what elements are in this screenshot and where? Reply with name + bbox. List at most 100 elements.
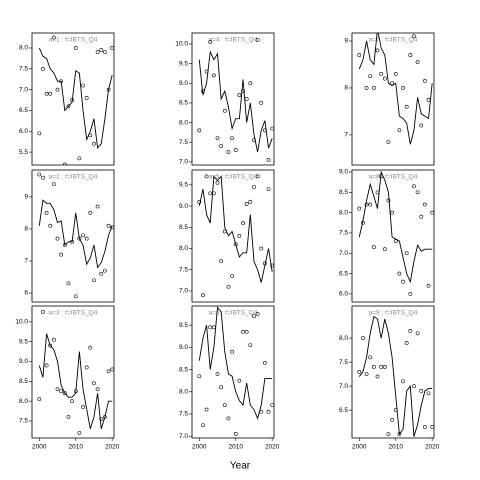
data-point: [386, 432, 391, 437]
fit-line: [38, 47, 113, 149]
data-point: [51, 182, 56, 186]
fit-line: [38, 199, 113, 269]
data-point: [222, 403, 227, 408]
y-tick-label: 7.5: [179, 139, 188, 146]
data-point: [226, 150, 231, 154]
y-tick-label: 7.5: [179, 411, 188, 418]
y-tick-label: 9.0: [339, 169, 348, 176]
x-tick-label: 2000: [32, 444, 47, 451]
y-tick-label: 5.5: [19, 149, 28, 156]
fit-line: [358, 33, 433, 145]
data-point: [390, 417, 394, 422]
data-point: [408, 291, 413, 296]
data-point: [48, 91, 53, 96]
data-point: [230, 274, 234, 279]
data-point: [215, 136, 220, 141]
data-point: [44, 91, 49, 96]
data-point: [219, 385, 224, 390]
y-tick-label: 8.5: [179, 224, 188, 231]
data-point: [415, 190, 420, 195]
data-point: [92, 381, 96, 386]
data-point: [368, 355, 373, 360]
data-point: [197, 128, 202, 133]
y-tick-label: 8.0: [19, 45, 28, 52]
panel-title: a=4 : f=IBTS_Q4: [209, 37, 258, 44]
panel-title: a=5 : f=IBTS_Q4: [209, 174, 258, 181]
data-point: [211, 73, 216, 78]
data-point: [404, 104, 409, 109]
panel-frame: [31, 305, 115, 439]
data-point: [66, 104, 71, 109]
data-point: [44, 363, 49, 368]
data-point: [233, 432, 238, 436]
y-tick-label: 9: [24, 194, 28, 201]
data-point: [368, 202, 373, 207]
panel-title: a=9 : f=IBTS_Q4: [369, 310, 418, 317]
data-point: [201, 293, 205, 298]
y-tick-label: 7.0: [19, 86, 28, 93]
data-point: [393, 71, 398, 76]
data-point: [252, 314, 256, 319]
data-point: [41, 66, 45, 71]
data-point: [368, 74, 373, 79]
data-point: [430, 210, 434, 215]
data-point: [390, 81, 394, 86]
data-point: [88, 345, 93, 350]
data-point: [408, 329, 413, 333]
data-point: [55, 387, 60, 392]
panel-frame: [351, 32, 435, 166]
data-point: [37, 172, 42, 177]
data-point: [415, 331, 420, 336]
y-tick-label: 10.0: [15, 319, 28, 326]
data-point: [241, 221, 245, 225]
y-tick-label: 7.0: [179, 288, 188, 295]
data-point: [62, 162, 67, 165]
data-point: [266, 409, 271, 414]
data-point: [208, 325, 213, 330]
panel-title: a=8 : f=IBTS_Q4: [369, 174, 418, 181]
y-tick-label: 9.5: [19, 338, 28, 345]
x-tick-label: 2010: [228, 444, 243, 451]
data-point: [419, 389, 424, 393]
data-point: [419, 123, 424, 128]
data-point: [379, 71, 384, 76]
data-point: [244, 202, 249, 206]
y-tick-label: 7.0: [339, 250, 348, 257]
panel-title: a=6 : f=IBTS_Q4: [209, 310, 258, 317]
data-point: [375, 48, 380, 53]
x-tick-label: 2020: [105, 444, 120, 451]
data-point: [419, 214, 424, 219]
data-point: [266, 157, 271, 162]
y-tick-label: 6: [24, 290, 28, 297]
data-point: [248, 199, 253, 204]
data-point: [66, 281, 71, 286]
data-point: [426, 97, 431, 102]
y-tick-label: 9: [344, 38, 348, 45]
data-point: [259, 246, 264, 251]
data-point: [81, 405, 85, 409]
data-point: [382, 76, 387, 81]
data-point: [252, 185, 256, 189]
data-point: [99, 417, 104, 421]
x-tick-label: 2010: [388, 444, 403, 451]
data-point: [99, 271, 104, 276]
y-tick-label: 8.0: [339, 335, 348, 342]
data-point: [371, 245, 376, 250]
data-point: [255, 38, 260, 42]
data-point: [59, 389, 64, 394]
data-point: [204, 174, 209, 179]
y-tick-label: 9.0: [19, 358, 28, 365]
data-point: [84, 96, 89, 100]
data-point: [401, 379, 405, 384]
data-point: [70, 399, 74, 404]
y-tick-label: 6.0: [339, 291, 348, 298]
fit-line: [358, 170, 433, 284]
data-point: [357, 206, 362, 211]
data-point: [422, 425, 427, 429]
data-point: [412, 184, 416, 189]
y-tick-label: 7: [344, 132, 348, 139]
data-point: [51, 35, 56, 40]
y-tick-label: 9.5: [179, 182, 188, 189]
data-point: [84, 236, 89, 241]
x-tick-label: 2010: [68, 444, 83, 451]
